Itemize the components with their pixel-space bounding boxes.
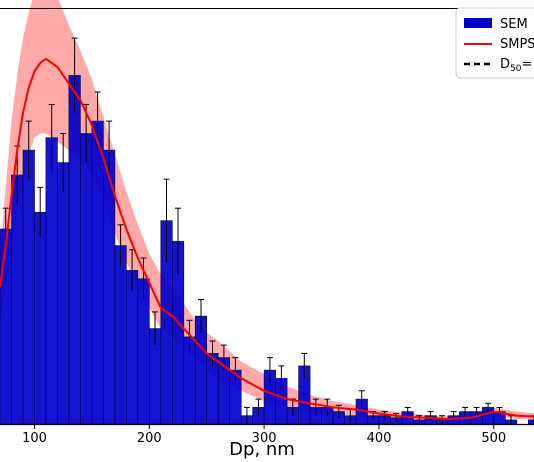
smps-band-layer [0, 0, 534, 422]
sem-bar [34, 212, 47, 425]
sem-bar [22, 149, 35, 425]
legend-label-smps: SMPS [500, 37, 534, 52]
legend-label-d50: D50= [500, 57, 532, 74]
x-tick-label: 300 [252, 431, 277, 446]
x-tick-label: 100 [22, 431, 47, 446]
x-ticks: 100 200 300 400 500 [22, 424, 506, 446]
x-tick-label: 400 [367, 431, 392, 446]
legend: SEM SMPS D50= [455, 7, 534, 79]
sem-bar [114, 245, 127, 425]
sem-bar [91, 120, 104, 425]
sem-bar [45, 137, 58, 425]
legend-swatch-sem [464, 18, 492, 28]
x-tick-label: 200 [137, 431, 162, 446]
x-tick-label: 500 [481, 431, 506, 446]
legend-label-d50-suffix: = [521, 57, 532, 72]
sem-bar [11, 174, 24, 425]
sem-bar [68, 75, 81, 425]
legend-label-d50-main: D [500, 57, 510, 72]
x-axis-label: Dp, nm [229, 439, 295, 460]
axes [0, 8, 534, 426]
sem-bar [137, 278, 150, 425]
smps-line [0, 57, 534, 421]
legend-label-sem: SEM [500, 17, 528, 32]
smps-line-layer [0, 57, 534, 421]
error-bar-layer [2, 37, 534, 424]
sem-bar [527, 419, 534, 425]
sem-bar [57, 162, 70, 425]
legend-label-d50-sub: 50 [510, 64, 522, 74]
smps-uncertainty-band [0, 0, 534, 422]
sem-bar [126, 270, 139, 425]
sem-bar [0, 228, 12, 425]
sem-bar [80, 133, 93, 425]
